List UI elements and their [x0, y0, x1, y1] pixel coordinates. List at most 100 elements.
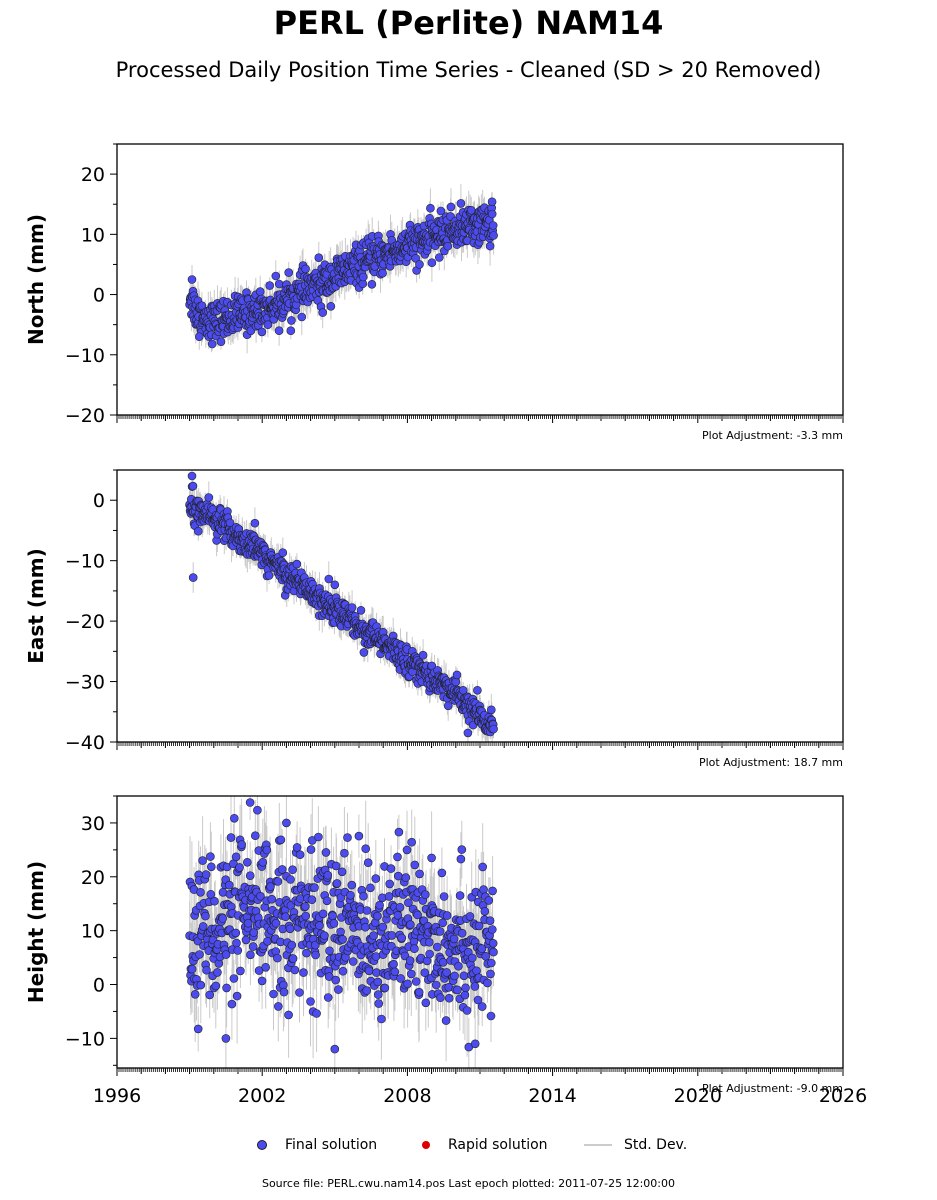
- data-point: [310, 883, 319, 892]
- data-point: [230, 813, 239, 823]
- plot-adjustment-label: Plot Adjustment: -3.3 mm: [702, 429, 843, 442]
- data-point: [424, 937, 434, 947]
- data-point: [446, 202, 456, 212]
- data-point: [295, 850, 305, 860]
- data-point: [474, 921, 484, 931]
- data-point: [257, 327, 267, 337]
- data-point: [318, 909, 328, 919]
- data-point: [322, 896, 332, 906]
- data-point: [369, 931, 378, 940]
- data-point: [489, 231, 498, 240]
- data-point: [393, 910, 403, 920]
- data-point: [466, 206, 476, 215]
- data-point: [467, 953, 477, 963]
- data-point: [436, 206, 446, 216]
- data-point: [328, 911, 337, 921]
- data-point: [265, 281, 275, 290]
- data-point: [373, 990, 383, 999]
- legend-sd-marker: [584, 1144, 612, 1146]
- data-point: [235, 863, 244, 872]
- data-point: [334, 985, 343, 994]
- data-point: [461, 983, 470, 993]
- data-point: [281, 912, 290, 922]
- data-point: [323, 993, 333, 1002]
- data-point: [431, 980, 441, 990]
- x-tick-label: 2014: [528, 1085, 576, 1107]
- data-point: [478, 862, 488, 872]
- data-point: [302, 948, 311, 958]
- data-point: [251, 831, 260, 841]
- data-point: [330, 580, 340, 590]
- data-point: [227, 999, 237, 1009]
- legend-sd: Std. Dev.: [584, 1137, 687, 1153]
- data-point: [312, 1009, 321, 1018]
- data-point: [463, 728, 473, 738]
- data-point: [415, 260, 424, 269]
- data-point: [194, 526, 203, 536]
- data-point: [336, 927, 345, 937]
- data-point: [288, 954, 298, 963]
- data-point: [190, 989, 200, 999]
- data-point: [331, 975, 341, 985]
- data-point: [406, 920, 415, 929]
- data-point: [295, 988, 304, 997]
- x-tick-label: 2008: [383, 1085, 431, 1107]
- y-tick-label: −10: [65, 345, 105, 367]
- data-point: [196, 887, 205, 897]
- data-point: [389, 959, 398, 969]
- data-point: [229, 974, 239, 983]
- data-point: [486, 969, 495, 979]
- data-point: [489, 947, 498, 957]
- data-point: [320, 931, 329, 940]
- data-point: [273, 953, 282, 963]
- data-point: [332, 879, 342, 888]
- data-point: [284, 268, 294, 277]
- data-point: [487, 925, 497, 934]
- data-point: [462, 1006, 472, 1015]
- data-point: [435, 927, 445, 936]
- data-point: [267, 894, 277, 904]
- data-point: [292, 843, 302, 852]
- data-point: [434, 253, 444, 262]
- data-point: [397, 933, 407, 943]
- data-point: [346, 890, 355, 900]
- data-point: [481, 951, 491, 961]
- data-point: [198, 922, 208, 931]
- x-tick-label: 1996: [93, 1085, 141, 1107]
- data-point: [347, 880, 357, 890]
- data-point: [451, 677, 461, 687]
- data-point: [195, 332, 204, 342]
- data-point: [248, 942, 258, 951]
- data-point: [193, 1024, 203, 1034]
- data-point: [437, 868, 447, 878]
- chart-subtitle: Processed Daily Position Time Series - C…: [115, 58, 822, 82]
- data-point: [441, 1016, 451, 1025]
- data-point: [287, 940, 297, 950]
- data-point: [347, 603, 357, 612]
- data-point: [274, 326, 284, 336]
- data-point: [218, 914, 227, 923]
- y-tick-label: −20: [65, 611, 105, 633]
- data-point: [256, 891, 265, 901]
- data-point: [359, 891, 368, 901]
- data-point: [297, 312, 307, 322]
- data-point: [253, 805, 262, 815]
- data-point: [406, 969, 416, 979]
- y-tick-label: 10: [81, 921, 105, 943]
- data-point: [452, 670, 462, 680]
- data-point: [426, 203, 435, 213]
- data-point: [405, 956, 415, 965]
- x-major-ticks-1: [116, 742, 844, 750]
- data-point: [331, 861, 341, 871]
- y-tick-label: 20: [81, 164, 105, 186]
- y-tick-label: −40: [65, 732, 105, 754]
- data-point: [263, 936, 272, 946]
- data-point: [287, 316, 296, 325]
- data-point: [364, 966, 374, 976]
- data-point: [286, 326, 296, 336]
- data-point: [393, 871, 403, 881]
- data-point: [274, 279, 284, 289]
- data-point: [414, 987, 424, 997]
- data-point: [246, 950, 255, 960]
